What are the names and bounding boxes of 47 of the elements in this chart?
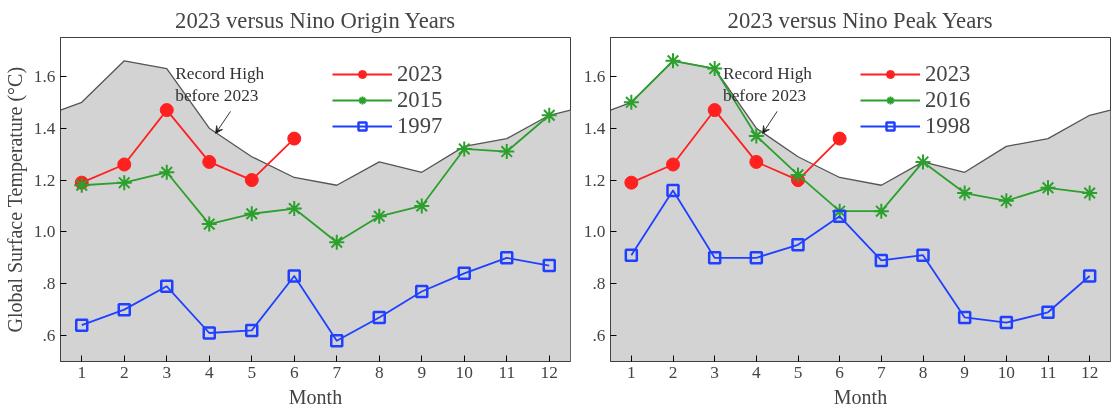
x-tick-label: 10 — [997, 362, 1015, 382]
y-tick-label: .8 — [42, 274, 56, 294]
x-tick-label: 6 — [835, 362, 845, 382]
x-tick-label: 2 — [119, 362, 129, 382]
x-tick-label: 8 — [374, 362, 384, 382]
y-tick-label: 1.6 — [33, 66, 56, 86]
legend-label: 1997 — [397, 113, 443, 139]
x-tick-label: 5 — [793, 362, 803, 382]
x-axis-title: Month — [833, 385, 888, 408]
chart-title: 2023 versus Nino Peak Years — [727, 7, 993, 33]
y-tick-label: 1.6 — [583, 66, 606, 86]
x-tick-label: 4 — [204, 362, 214, 382]
y-tick-label: .6 — [42, 326, 56, 346]
x-tick-label: 11 — [1039, 362, 1057, 382]
x-tick-label: 8 — [918, 362, 928, 382]
x-axis-title: Month — [288, 385, 343, 408]
x-tick-label: 9 — [417, 362, 427, 382]
legend-label: 1998 — [925, 113, 971, 139]
x-tick-label: 12 — [540, 362, 558, 382]
x-tick-label: 3 — [162, 362, 172, 382]
x-tick-label: 7 — [332, 362, 342, 382]
y-tick-label: .8 — [592, 274, 606, 294]
y-tick-label: 1.2 — [33, 170, 56, 190]
x-tick-label: 3 — [710, 362, 720, 382]
legend-label: 2015 — [397, 87, 443, 113]
y-axis-title: Global Surface Temperature (°C) — [3, 66, 27, 333]
x-tick-label: 5 — [247, 362, 257, 382]
y-tick-label: 1.4 — [583, 118, 606, 138]
x-tick-label: 11 — [498, 362, 516, 382]
legend-label: 2016 — [925, 87, 971, 113]
x-tick-label: 2 — [668, 362, 678, 382]
x-tick-label: 4 — [752, 362, 761, 382]
x-tick-label: 9 — [960, 362, 970, 382]
y-tick-label: .6 — [592, 326, 606, 346]
legend-label: 2023 — [397, 61, 443, 87]
y-tick-label: 1.0 — [33, 222, 56, 242]
chart-title: 2023 versus Nino Origin Years — [175, 7, 456, 33]
x-tick-label: 7 — [877, 362, 886, 382]
x-tick-label: 12 — [1081, 362, 1099, 382]
y-tick-label: 1.2 — [583, 170, 606, 190]
y-tick-label: 1.4 — [33, 118, 56, 138]
legend-label: 2023 — [925, 61, 971, 87]
y-tick-label: 1.0 — [583, 222, 606, 242]
x-tick-label: 10 — [455, 362, 473, 382]
x-tick-label: 1 — [77, 362, 87, 382]
x-tick-label: 1 — [627, 362, 636, 382]
x-tick-label: 6 — [289, 362, 299, 382]
